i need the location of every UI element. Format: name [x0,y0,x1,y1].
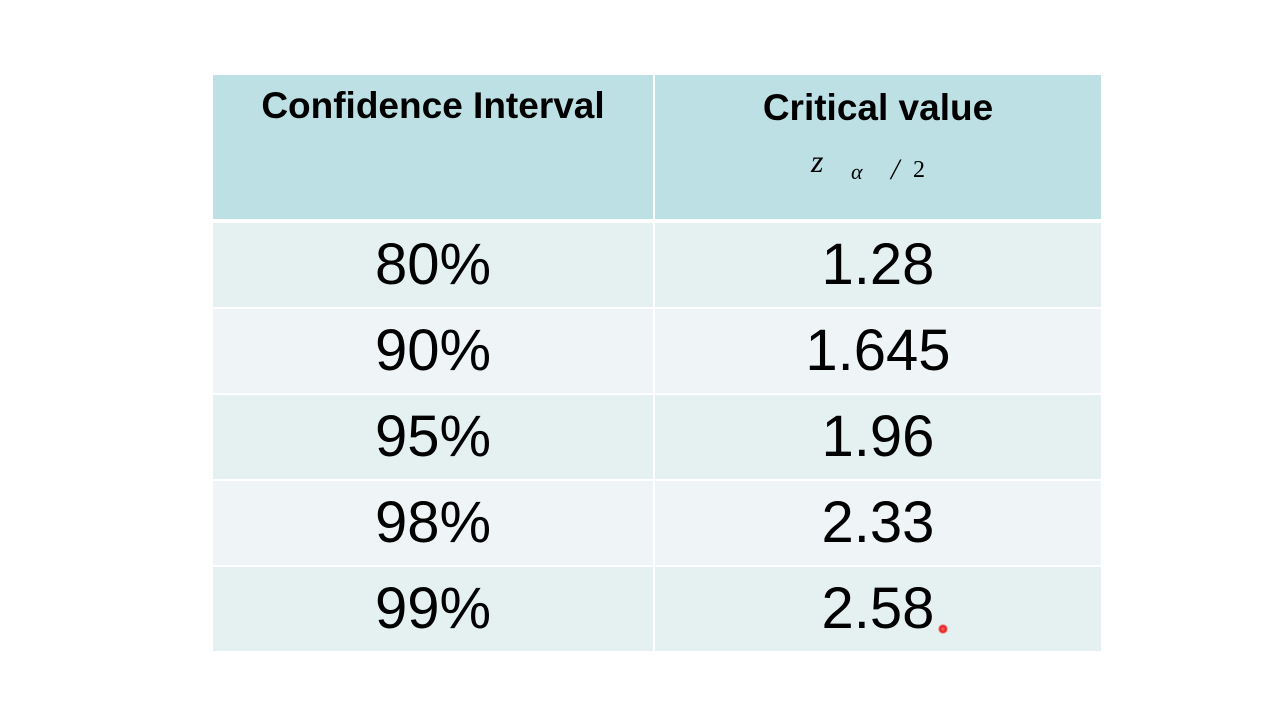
formula-slash: / [891,153,900,186]
header-ci-label: Confidence Interval [261,85,605,126]
table-header-row: Confidence Interval Critical value z α /… [213,75,1101,223]
ci-cell: 80% [213,221,655,309]
laser-pointer-dot [938,624,948,634]
cv-cell: 1.645 [654,308,1101,395]
table-row: 80% 1.28 [213,221,1101,309]
table-row: 90% 1.645 [213,308,1101,395]
header-confidence-interval: Confidence Interval [213,75,655,223]
formula-two: 2 [913,157,925,183]
z-alpha-half-formula: z α / 2 [655,143,1101,186]
cv-cell: 1.96 [654,394,1101,481]
formula-z: z [811,143,824,179]
cv-cell: 2.58 [654,566,1101,651]
critical-value-table: Confidence Interval Critical value z α /… [213,75,1101,651]
cv-cell: 2.33 [654,480,1101,567]
header-cv-label: Critical value [762,87,994,128]
table-row: 95% 1.96 [213,394,1101,481]
formula-alpha: α [851,159,863,184]
ci-cell: 98% [213,480,655,567]
table-row: 99% 2.58 [213,566,1101,651]
ci-cell: 99% [213,566,655,651]
ci-cell: 95% [213,394,655,481]
header-critical-value: Critical value z α / 2 [654,75,1101,223]
table-row: 98% 2.33 [213,480,1101,567]
cv-cell: 1.28 [654,221,1101,309]
ci-cell: 90% [213,308,655,395]
